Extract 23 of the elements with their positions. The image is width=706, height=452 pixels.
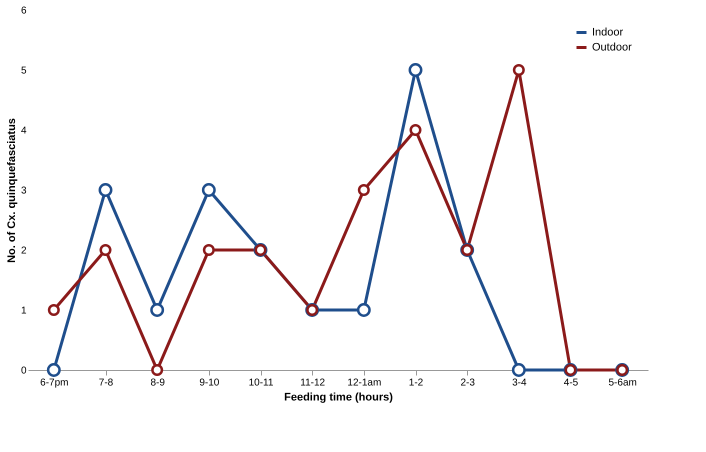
x-tick-label: 6-7pm	[40, 378, 69, 388]
x-axis-title: Feeding time (hours)	[284, 392, 394, 404]
y-tick-label: 4	[20, 126, 27, 136]
y-tick-label: 5	[20, 66, 27, 76]
x-tick-label: 8-9	[150, 378, 166, 388]
y-tick-label: 2	[20, 246, 27, 256]
y-tick-label: 3	[20, 186, 27, 196]
y-tick-label: 0	[20, 366, 27, 376]
y-axis-title: No. of Cx. quinquefasciatus	[6, 118, 18, 263]
x-tick-label: 1-2	[408, 378, 424, 388]
x-tick-label: 4-5	[564, 378, 579, 388]
y-tick-label: 6	[20, 6, 27, 16]
x-tick-label: 9-10	[199, 378, 220, 388]
x-tick-label: 12-1am	[347, 378, 382, 388]
x-tick-label: 2-3	[460, 378, 476, 388]
x-tick-label: 3-4	[512, 378, 527, 388]
legend-label: Outdoor	[592, 42, 632, 54]
x-tick-label: 7-8	[98, 378, 114, 388]
x-tick-label: 10-11	[248, 378, 274, 388]
x-tick-label: 5-6am	[608, 378, 637, 388]
x-tick-label: 11-12	[300, 378, 326, 388]
legend-label: Indoor	[592, 26, 624, 38]
y-tick-label: 1	[20, 306, 27, 316]
